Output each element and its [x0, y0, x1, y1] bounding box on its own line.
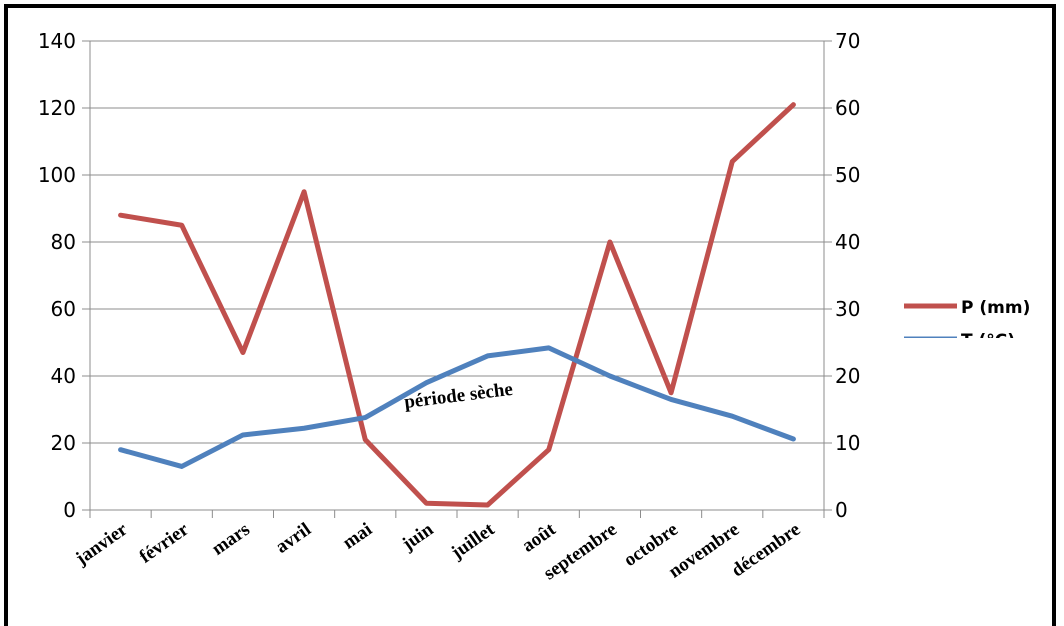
category-label: avril [272, 519, 315, 558]
left-tick-label: 40 [51, 364, 76, 388]
category-label: mars [208, 519, 254, 560]
x-axis [89, 510, 825, 518]
left-tick-label: 120 [38, 96, 76, 120]
left-tick-label: 0 [63, 498, 76, 522]
right-axis-ticks: 0 10 20 30 40 50 60 70 [824, 29, 860, 522]
right-tick-label: 50 [835, 163, 860, 187]
left-tick-label: 20 [51, 431, 76, 455]
category-label: mai [339, 519, 376, 554]
right-tick-label: 30 [835, 297, 860, 321]
series-line [118, 102, 796, 508]
legend: P (mm) T (°C) [904, 298, 1030, 351]
right-tick-label: 70 [835, 29, 860, 53]
right-tick-label: 40 [835, 230, 860, 254]
category-label: juillet [447, 519, 499, 564]
right-tick-label: 20 [835, 364, 860, 388]
right-tick-label: 60 [835, 96, 860, 120]
right-tick-label: 10 [835, 431, 860, 455]
legend-label: P (mm) [961, 298, 1030, 318]
category-label: décembre [728, 519, 805, 581]
category-label: juin [398, 519, 438, 556]
gridlines [89, 40, 825, 511]
category-labels: janvier février mars avril mai juin juillet aoû… [71, 519, 804, 585]
legend-label: T (°C) [961, 331, 1015, 351]
left-tick-label: 100 [38, 163, 76, 187]
left-tick-label: 140 [38, 29, 76, 53]
category-label: janvier [71, 519, 132, 570]
left-tick-label: 60 [51, 297, 76, 321]
left-axis-ticks: 0 20 40 60 80 100 120 140 [38, 29, 90, 522]
left-tick-label: 80 [51, 230, 76, 254]
right-tick-label: 0 [835, 498, 848, 522]
series-line [118, 345, 796, 469]
category-label: février [136, 519, 193, 568]
series-lines [118, 102, 796, 508]
category-label: août [518, 519, 560, 557]
